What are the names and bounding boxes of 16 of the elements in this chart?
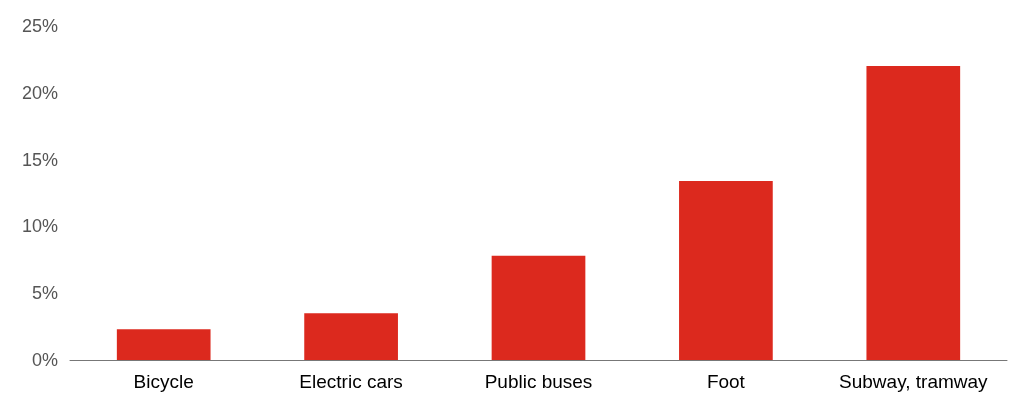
x-tick-label: Bicycle [133,371,194,392]
x-tick-label: Subway, tramway [839,371,989,392]
y-tick-label: 20% [21,82,58,103]
bar [304,313,398,360]
y-tick-label: 15% [21,149,58,170]
y-tick-label: 5% [31,283,58,304]
bar [116,329,211,360]
bar [491,255,586,360]
bar [866,66,961,360]
y-tick-label: 25% [21,16,58,36]
bar [679,180,773,360]
y-tick-label: 0% [31,350,58,370]
x-tick-label: Public buses [484,371,593,392]
y-tick-label: 10% [21,216,58,237]
x-tick-label: Foot [706,371,746,392]
x-tick-label: Electric cars [299,371,403,392]
